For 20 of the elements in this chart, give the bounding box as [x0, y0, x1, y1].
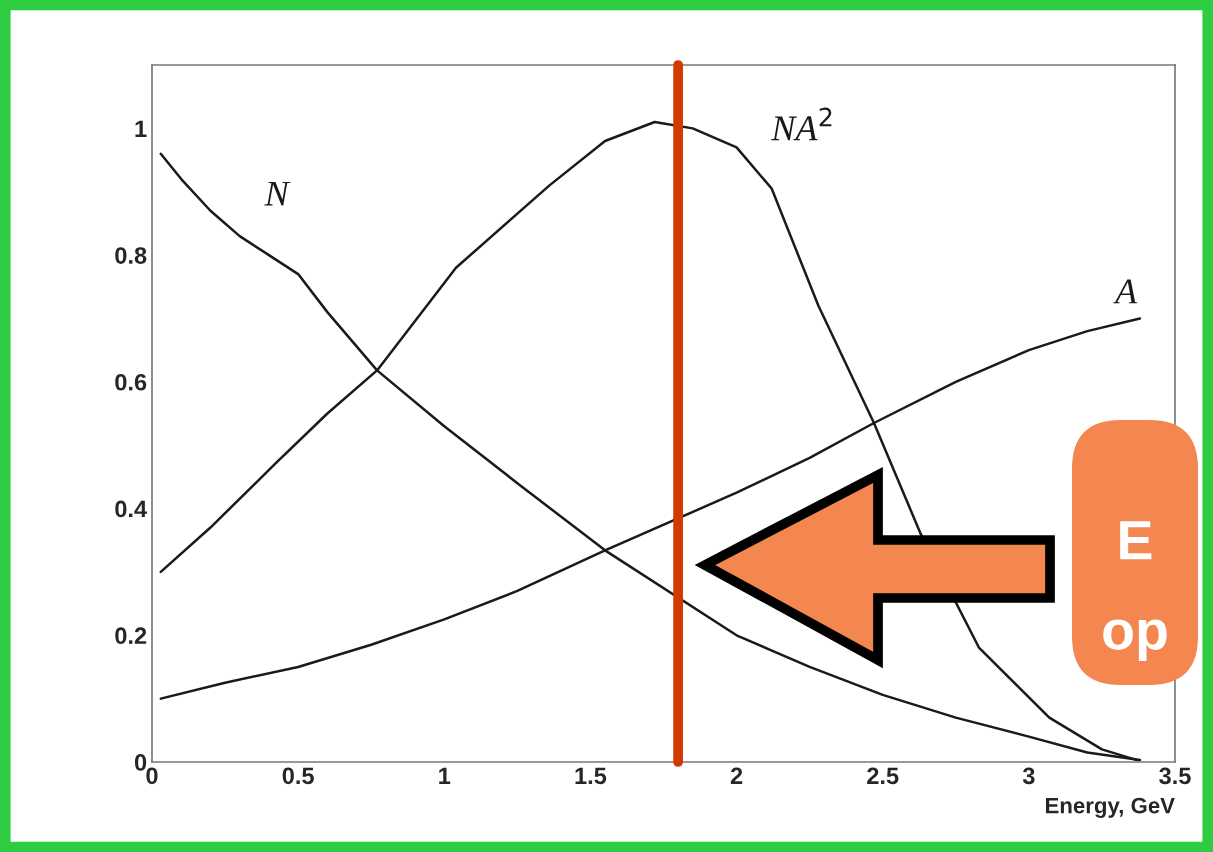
y-tick-label: 0.4 [115, 500, 148, 518]
series-label: N [264, 181, 291, 206]
annotation: E [1120, 521, 1152, 560]
x-tick-label: 0 [146, 767, 158, 785]
y-tick-label: 0 [134, 754, 147, 771]
x-tick-label: 3.5 [1159, 767, 1191, 785]
x-tick-label: 0.5 [282, 767, 314, 785]
y-tick-label: 0.2 [115, 627, 147, 645]
x-tick-label: 1.5 [575, 767, 607, 785]
x-tick-label: 2.5 [867, 767, 899, 785]
annotation: op [1103, 619, 1167, 661]
y-tick-label: 0.8 [115, 247, 147, 264]
y-tick-label: 1 [135, 120, 147, 137]
x-tick-label: 2 [730, 767, 743, 784]
y-tick-label: 0.6 [115, 373, 147, 391]
x-tick-label: 1 [439, 767, 451, 784]
series-label: NA$^{2}$ [771, 107, 832, 141]
x-axis-title: Energy, GeV [1045, 797, 1175, 818]
series-label: A [1113, 279, 1138, 304]
x-tick-label: 3 [1022, 767, 1035, 785]
